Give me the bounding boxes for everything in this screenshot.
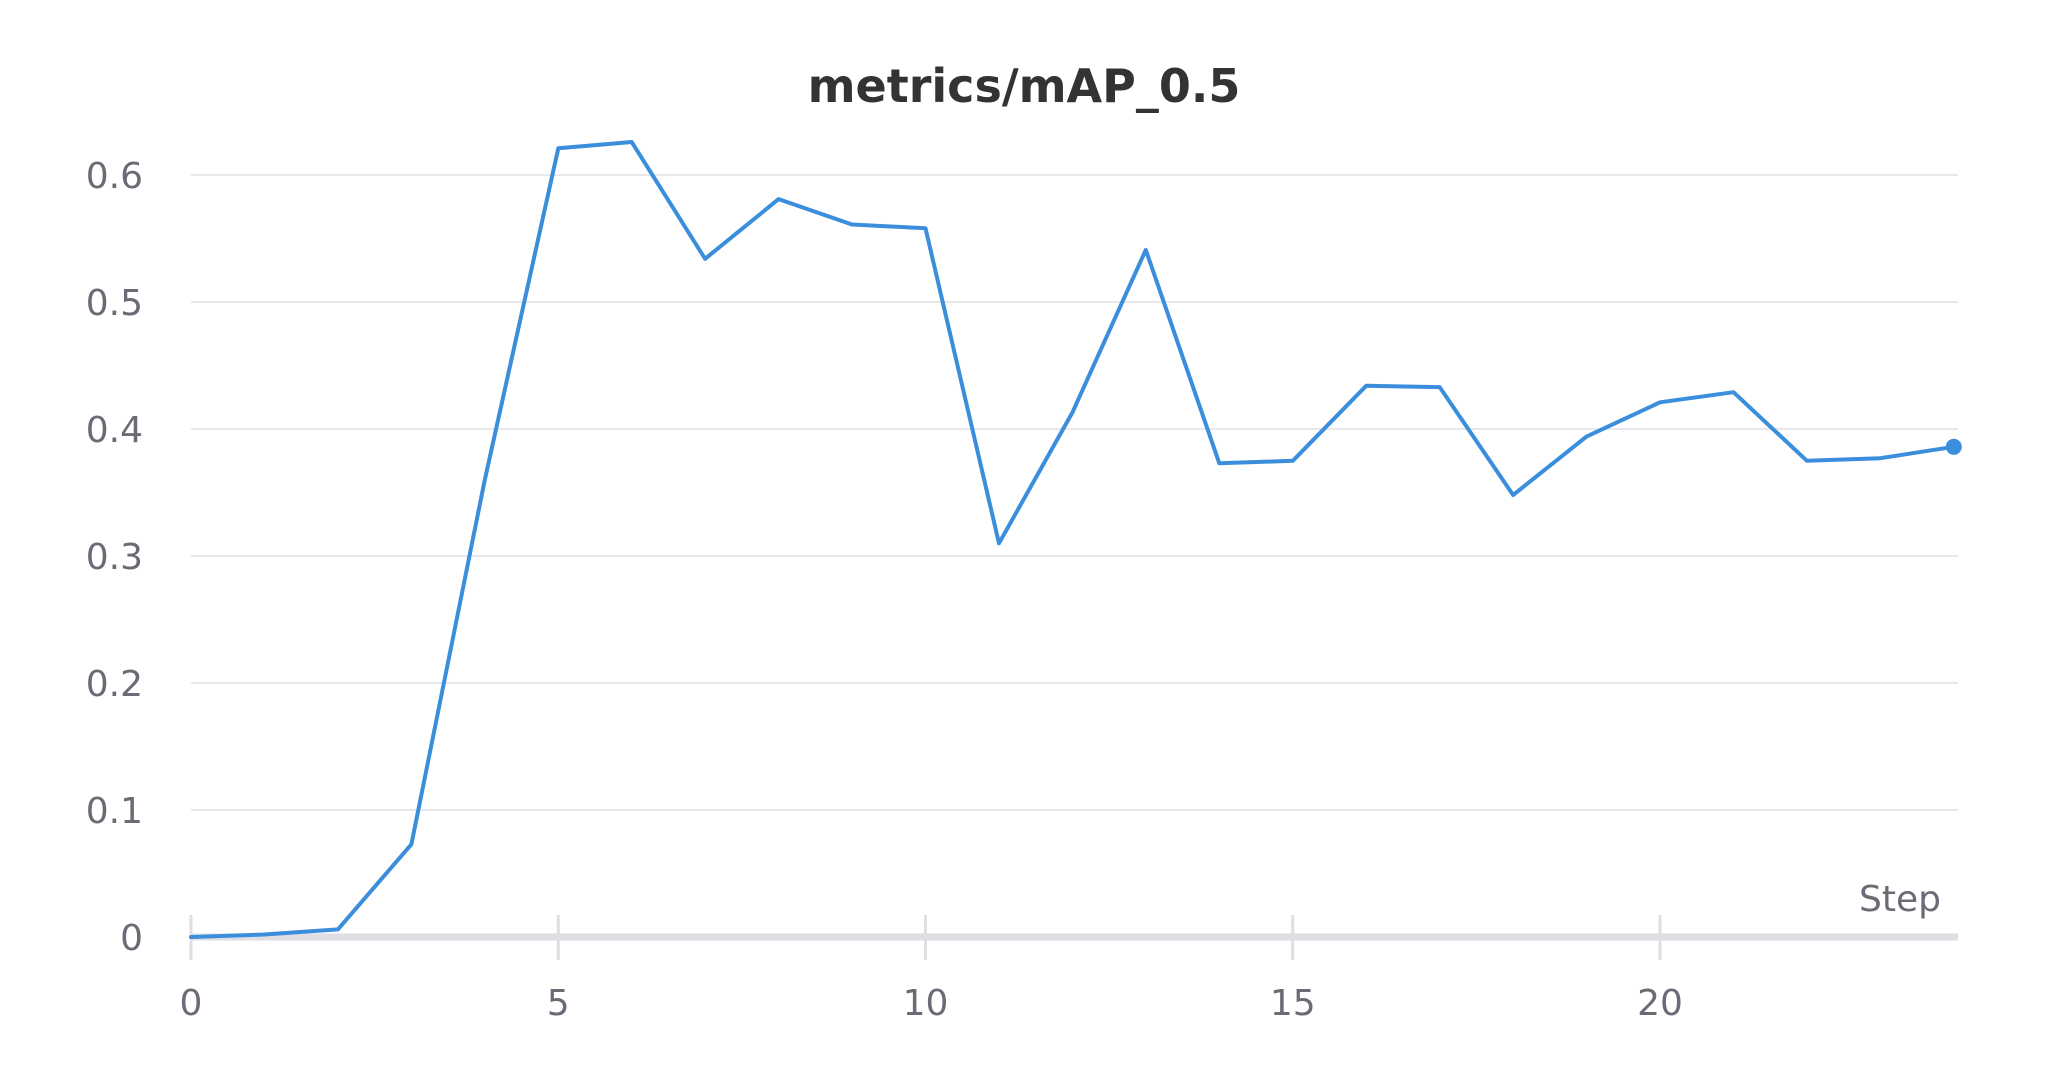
series-end-point	[1945, 438, 1962, 455]
x-tick-label: 10	[903, 983, 949, 1024]
y-tick-label: 0.6	[86, 156, 143, 197]
y-tick-label: 0.3	[86, 537, 143, 578]
y-tick-label: 0.5	[86, 283, 143, 324]
series-layer	[189, 140, 1962, 939]
y-tick-label: 0.1	[86, 791, 143, 832]
y-tick-label: 0.4	[86, 410, 143, 451]
x-axis-label: Step	[1859, 879, 1941, 920]
x-tick-label: 20	[1637, 983, 1683, 1024]
y-axis-tick-labels: 0 0.1 0.2 0.3 0.4 0.5 0.6	[86, 156, 143, 959]
y-tick-label: 0	[120, 918, 143, 959]
x-tick-label: 0	[180, 983, 203, 1024]
x-axis-tick-labels: 0 5 10 15 20	[180, 983, 1683, 1024]
x-tick-label: 15	[1270, 983, 1316, 1024]
x-tick-label: 5	[547, 983, 570, 1024]
series-line	[189, 140, 1956, 939]
chart-title: metrics/mAP_0.5	[808, 59, 1241, 113]
y-tick-label: 0.2	[86, 664, 143, 705]
grid-lines	[191, 174, 1958, 811]
x-axis	[189, 915, 1958, 960]
